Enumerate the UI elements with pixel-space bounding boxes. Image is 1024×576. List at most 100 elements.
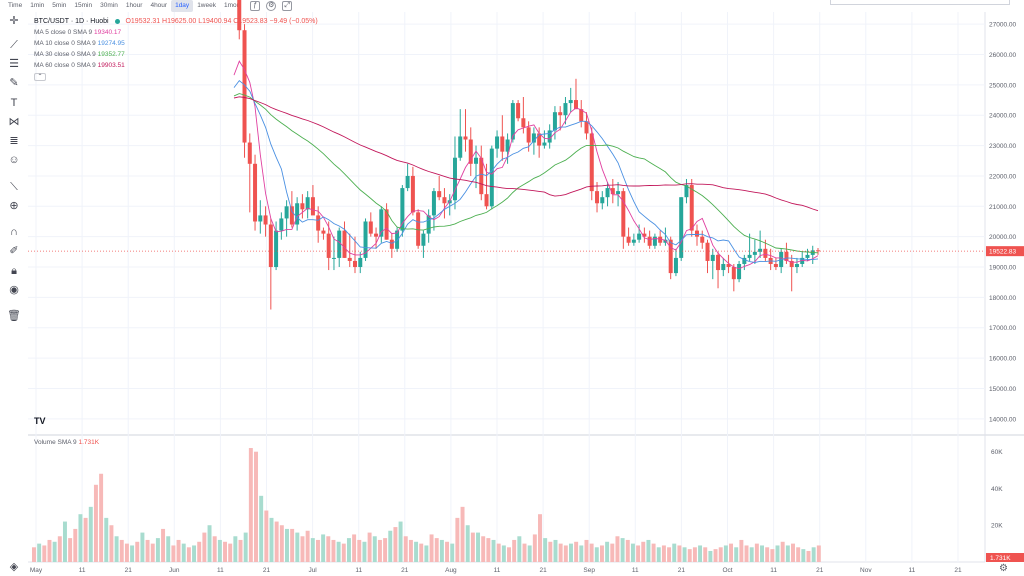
- volume-bar: [145, 539, 150, 562]
- time-tick-label: 21: [954, 567, 962, 574]
- volume-bar: [594, 547, 599, 562]
- text-tool-icon[interactable]: T: [10, 97, 18, 109]
- candle-body: [421, 233, 426, 246]
- candle-body: [673, 257, 678, 274]
- volume-bar: [739, 539, 744, 562]
- volume-bar: [47, 539, 52, 562]
- ma-30-line: [233, 93, 819, 254]
- candle-body: [763, 248, 768, 258]
- candle-body: [310, 197, 315, 216]
- candle-body: [663, 239, 668, 243]
- emoji-icon[interactable]: ☺: [8, 154, 20, 166]
- pattern-icon[interactable]: ⋈: [8, 116, 20, 128]
- interval-30min[interactable]: 30min: [100, 2, 118, 9]
- interval-1day[interactable]: 1day: [171, 0, 194, 12]
- fib-retracement-icon[interactable]: ≣: [9, 135, 19, 147]
- eye-icon[interactable]: ◉: [9, 284, 19, 296]
- pencil-lock-icon[interactable]: ✐: [9, 245, 19, 257]
- volume-bar: [119, 539, 124, 562]
- volume-bar: [589, 543, 594, 562]
- volume-bar: [83, 517, 88, 562]
- interval-1min[interactable]: 1min: [30, 2, 45, 9]
- interval-1mon[interactable]: 1mon: [223, 2, 241, 9]
- candle-body: [573, 100, 578, 110]
- candle-body: [563, 103, 568, 116]
- ma-5-label: MA 5 close 0 SMA 9: [34, 29, 93, 36]
- volume-bar: [470, 532, 475, 562]
- ma-10-line: [233, 79, 819, 263]
- volume-bar: [538, 514, 542, 562]
- volume-bar: [362, 541, 367, 562]
- volume-bar: [223, 541, 228, 562]
- volume-bar: [450, 543, 455, 562]
- zoom-in-icon[interactable]: ⊕: [9, 200, 19, 212]
- volume-bar: [388, 530, 393, 562]
- trend-line-icon[interactable]: ⟋: [10, 39, 18, 51]
- brush-icon[interactable]: ✎: [9, 77, 19, 89]
- legend-collapse-button[interactable]: ⌃: [34, 73, 46, 81]
- candle-body: [237, 0, 242, 31]
- candle-body: [684, 185, 689, 198]
- chart-settings-icon[interactable]: ⚙: [999, 563, 1008, 574]
- candle-body: [242, 30, 247, 143]
- volume-bar: [32, 547, 36, 562]
- candle-body: [626, 236, 631, 243]
- fullscreen-icon[interactable]: ⤢: [282, 1, 293, 11]
- crosshair-icon[interactable]: ✛: [9, 15, 19, 27]
- lock-icon[interactable]: 🔒︎: [11, 265, 17, 277]
- volume-bar: [124, 543, 129, 562]
- volume-bar: [641, 541, 646, 562]
- candle-body: [437, 191, 442, 198]
- interval-time[interactable]: Time: [8, 2, 23, 9]
- volume-bar: [248, 448, 253, 562]
- price-tick-label: 21000.00: [989, 204, 1016, 211]
- candle-body: [631, 239, 636, 243]
- layers-icon[interactable]: ◈: [9, 561, 19, 573]
- time-tick-label: 11: [909, 567, 916, 574]
- candle-body: [379, 209, 384, 237]
- volume-bar: [651, 543, 656, 562]
- interval-15min[interactable]: 15min: [74, 2, 93, 9]
- magnet-icon[interactable]: ∩: [10, 226, 18, 238]
- volume-tick-label: 60K: [991, 449, 1003, 456]
- time-tick-label: Aug: [445, 567, 457, 574]
- candle-body: [316, 215, 321, 231]
- candle-body: [752, 251, 757, 255]
- candle-body: [737, 263, 742, 280]
- volume-bar: [37, 543, 42, 562]
- settings-gear-icon[interactable]: ⚙: [266, 1, 277, 11]
- candle-body: [537, 133, 542, 146]
- trash-icon[interactable]: 🗑︎: [7, 310, 21, 322]
- volume-bar: [553, 539, 558, 562]
- indicators-icon[interactable]: ƒ: [250, 1, 261, 11]
- volume-bar: [718, 547, 723, 562]
- candle-body: [773, 263, 778, 268]
- interval-1week[interactable]: 1week: [197, 2, 216, 9]
- candle-body: [400, 188, 405, 231]
- time-tick-label: 11: [632, 567, 639, 574]
- volume-bar: [656, 547, 661, 562]
- candle-body: [531, 133, 536, 143]
- volume-bar: [300, 536, 305, 562]
- interval-1hour[interactable]: 1hour: [125, 2, 143, 9]
- volume-bar: [377, 539, 382, 562]
- volume-bar: [765, 547, 770, 562]
- candle-body: [295, 203, 300, 225]
- ohlc-values: O19532.31 H19625.00 L19400.94 C19523.83 …: [125, 18, 318, 25]
- ma-60-value: 19903.51: [97, 62, 125, 69]
- volume-bar: [166, 536, 171, 562]
- volume-bar: [455, 517, 460, 562]
- candle-body: [547, 130, 552, 143]
- time-tick-label: 11: [79, 567, 86, 574]
- volume-bar: [243, 532, 248, 562]
- time-tick-label: 21: [816, 567, 824, 574]
- ruler-icon[interactable]: ⟍: [10, 181, 18, 193]
- volume-bar: [181, 543, 186, 562]
- interval-5min[interactable]: 5min: [52, 2, 67, 9]
- top-right-panel: [830, 0, 1010, 5]
- interval-4hour[interactable]: 4hour: [150, 2, 168, 9]
- volume-bar: [445, 541, 450, 562]
- visibility-dot-icon[interactable]: [114, 18, 120, 24]
- horizontal-lines-icon[interactable]: ☰: [9, 58, 19, 70]
